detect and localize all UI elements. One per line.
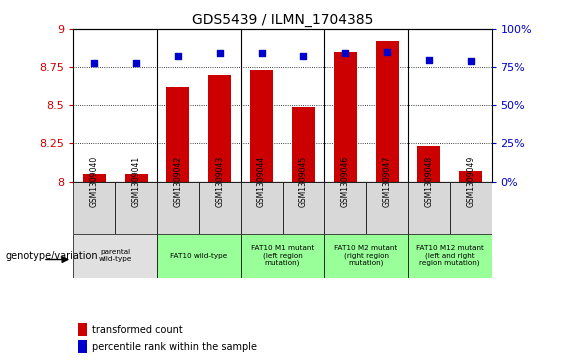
Text: GSM1309040: GSM1309040 <box>90 155 99 207</box>
Title: GDS5439 / ILMN_1704385: GDS5439 / ILMN_1704385 <box>192 13 373 26</box>
Bar <box>157 182 199 234</box>
Point <box>466 58 475 64</box>
Point <box>341 50 350 56</box>
Bar <box>83 174 106 182</box>
Text: FAT10 M2 mutant
(right region
mutation): FAT10 M2 mutant (right region mutation) <box>334 245 398 266</box>
Text: genotype/variation: genotype/variation <box>6 251 98 261</box>
Text: GSM1309045: GSM1309045 <box>299 155 308 207</box>
Point <box>215 50 224 56</box>
Point <box>299 54 308 60</box>
Text: GSM1309041: GSM1309041 <box>132 156 141 207</box>
Text: GSM1309047: GSM1309047 <box>383 155 392 207</box>
Text: FAT10 wild-type: FAT10 wild-type <box>170 253 228 259</box>
Text: parental
wild-type: parental wild-type <box>98 249 132 262</box>
Bar <box>199 182 241 234</box>
Bar <box>115 182 157 234</box>
Text: GSM1309044: GSM1309044 <box>257 155 266 207</box>
Bar <box>73 182 115 234</box>
Text: GSM1309048: GSM1309048 <box>424 156 433 207</box>
Bar <box>250 70 273 182</box>
Bar <box>459 171 482 182</box>
Bar <box>324 182 366 234</box>
Point <box>173 54 182 60</box>
Text: GSM1309043: GSM1309043 <box>215 155 224 207</box>
Text: GSM1309042: GSM1309042 <box>173 156 182 207</box>
Text: GSM1309046: GSM1309046 <box>341 155 350 207</box>
Text: FAT10 M1 mutant
(left region
mutation): FAT10 M1 mutant (left region mutation) <box>251 245 314 266</box>
Bar <box>282 182 324 234</box>
Bar <box>73 234 157 278</box>
Bar <box>408 234 492 278</box>
Point <box>424 57 433 62</box>
Bar <box>125 174 147 182</box>
Bar <box>77 340 87 353</box>
Bar <box>292 107 315 182</box>
Bar <box>408 182 450 234</box>
Text: GSM1309049: GSM1309049 <box>466 155 475 207</box>
Bar <box>334 52 357 182</box>
Bar <box>241 234 324 278</box>
Text: transformed count: transformed count <box>92 325 183 335</box>
Bar <box>77 323 87 336</box>
Text: percentile rank within the sample: percentile rank within the sample <box>92 342 257 352</box>
Bar <box>324 234 408 278</box>
Bar <box>418 146 440 182</box>
Bar <box>241 182 282 234</box>
Point <box>132 60 141 65</box>
Text: FAT10 M12 mutant
(left and right
region mutation): FAT10 M12 mutant (left and right region … <box>416 245 484 266</box>
Point <box>90 60 99 65</box>
Bar <box>208 75 231 182</box>
Bar <box>366 182 408 234</box>
Bar <box>376 41 398 182</box>
Bar <box>167 87 189 182</box>
Bar <box>450 182 492 234</box>
Point <box>383 49 392 55</box>
Point <box>257 50 266 56</box>
Bar <box>157 234 241 278</box>
